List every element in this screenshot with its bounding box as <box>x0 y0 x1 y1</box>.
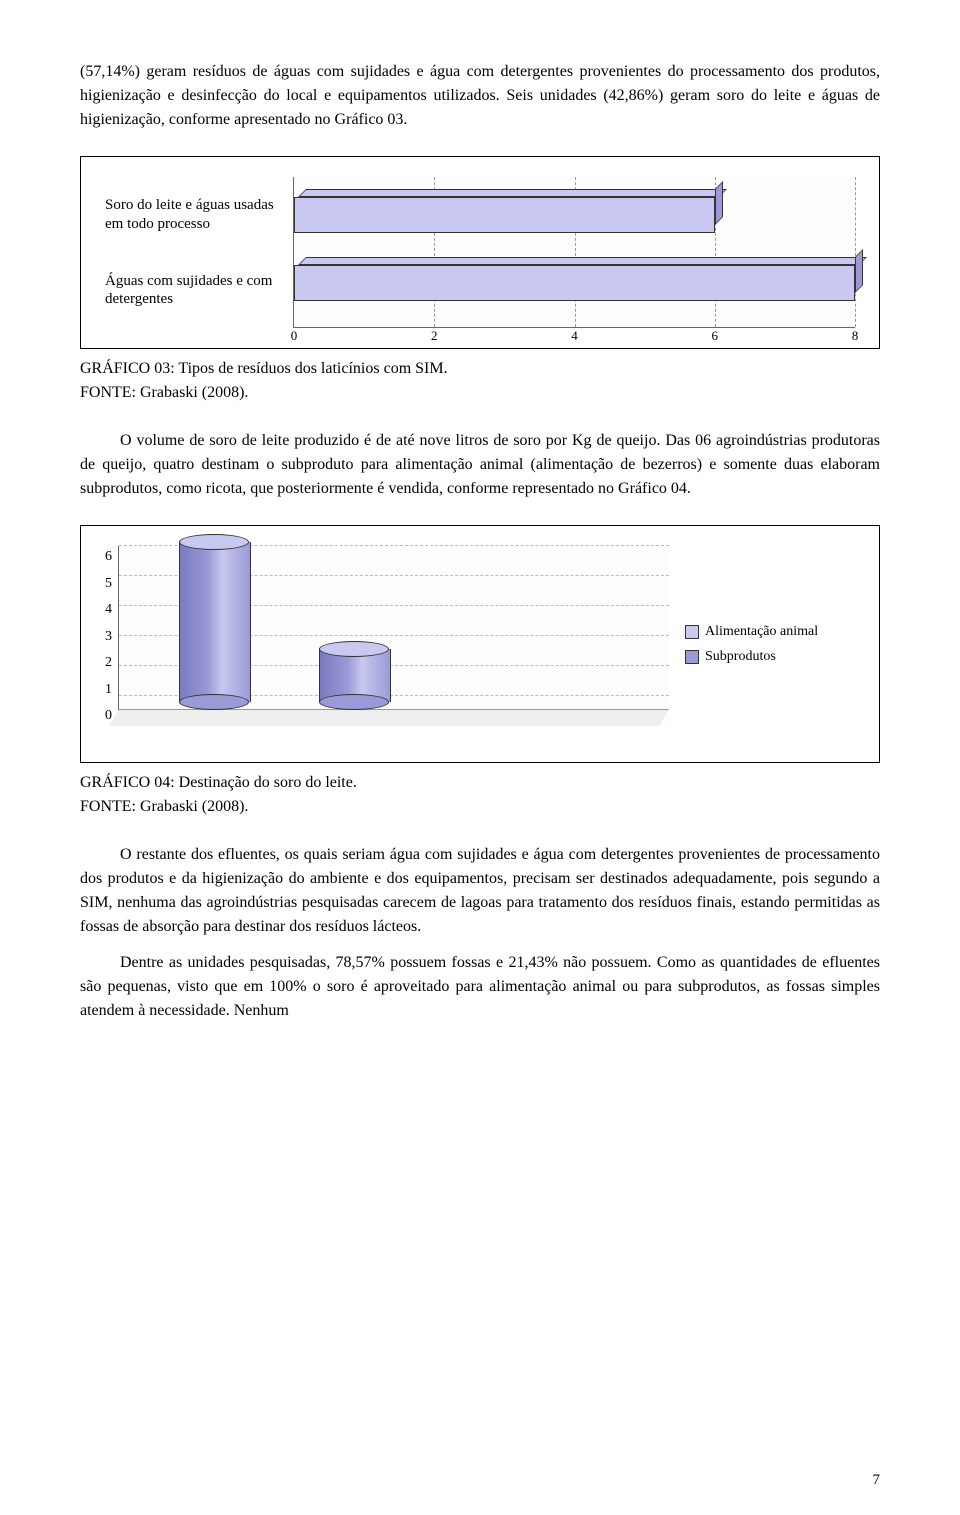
chart3-label-0: Soro do leite e águas usadas em todo pro… <box>105 196 285 234</box>
chart4-cylinder <box>179 526 249 718</box>
chart4-ytick: 1 <box>105 679 112 700</box>
chart4-legend-item: Alimentação animal <box>685 621 855 642</box>
legend-swatch <box>685 625 699 639</box>
caption-4-source: FONTE: Grabaski (2008). <box>80 795 880 819</box>
chart3-bar <box>294 265 855 301</box>
chart4-legend: Alimentação animal Subprodutos <box>685 546 855 742</box>
chart3-label-1: Águas com sujidades e com detergentes <box>105 272 285 310</box>
chart3-xtick: 2 <box>431 326 438 346</box>
chart4-ytick: 4 <box>105 599 112 620</box>
chart3-xtick: 8 <box>852 326 859 346</box>
chart3-plot: 02468 <box>293 177 855 328</box>
chart4-ytick: 6 <box>105 546 112 567</box>
paragraph-4: Dentre as unidades pesquisadas, 78,57% p… <box>80 951 880 1023</box>
legend-swatch <box>685 650 699 664</box>
chart3-xtick: 6 <box>712 326 719 346</box>
chart4-ytick: 3 <box>105 626 112 647</box>
caption-3: GRÁFICO 03: Tipos de resíduos dos laticí… <box>80 357 880 405</box>
chart3-category-labels: Soro do leite e águas usadas em todo pro… <box>105 177 293 328</box>
caption-4: GRÁFICO 04: Destinação do soro do leite.… <box>80 771 880 819</box>
chart4-legend-item: Subprodutos <box>685 646 855 667</box>
page-number: 7 <box>873 1469 881 1492</box>
chart3-xtick: 4 <box>571 326 578 346</box>
chart-4: 0123456 Alimentação animalSubprodutos <box>105 546 855 742</box>
caption-3-title: GRÁFICO 03: Tipos de resíduos dos laticí… <box>80 357 880 381</box>
chart4-ytick: 5 <box>105 573 112 594</box>
caption-3-source: FONTE: Grabaski (2008). <box>80 381 880 405</box>
legend-label: Alimentação animal <box>705 621 818 642</box>
caption-4-title: GRÁFICO 04: Destinação do soro do leite. <box>80 771 880 795</box>
chart3-xtick: 0 <box>291 326 298 346</box>
paragraph-1: (57,14%) geram resíduos de águas com suj… <box>80 60 880 132</box>
chart-3-box: Soro do leite e águas usadas em todo pro… <box>80 156 880 349</box>
chart3-bar <box>294 197 715 233</box>
paragraph-2: O volume de soro de leite produzido é de… <box>80 429 880 501</box>
chart-3: Soro do leite e águas usadas em todo pro… <box>105 177 855 328</box>
chart4-plot <box>118 546 669 726</box>
legend-label: Subprodutos <box>705 646 776 667</box>
chart4-cylinder <box>319 633 389 718</box>
chart3-gridline <box>855 177 856 327</box>
paragraph-3: O restante dos efluentes, os quais seria… <box>80 843 880 939</box>
chart4-ytick: 2 <box>105 652 112 673</box>
chart-4-box: 0123456 Alimentação animalSubprodutos <box>80 525 880 763</box>
